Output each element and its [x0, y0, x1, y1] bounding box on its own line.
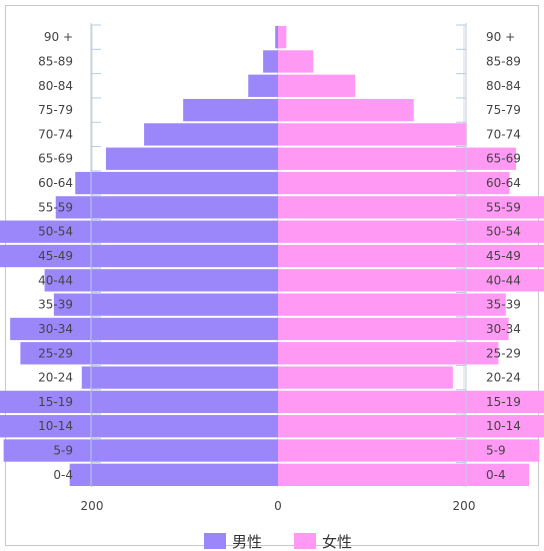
bar-female-60-64 — [278, 171, 510, 195]
left-category-label: 75-79 — [38, 103, 73, 117]
bar-female-45-49 — [278, 244, 544, 268]
right-category-label: 35-39 — [486, 298, 521, 312]
bar-female-85-89 — [278, 50, 314, 73]
bar-female-80-84 — [278, 74, 356, 97]
bar-male-65-69 — [105, 147, 278, 170]
bar-male-75-79 — [183, 98, 278, 122]
right-category-label: 50-54 — [486, 225, 521, 239]
left-category-label: 70-74 — [38, 127, 73, 141]
bar-female-10-14 — [278, 415, 544, 438]
bar-male-25-29 — [20, 342, 278, 365]
bar-female-75-79 — [278, 98, 414, 122]
left-category-label: 35-39 — [38, 298, 73, 312]
right-category-label: 15-19 — [486, 395, 521, 409]
bar-male-35-39 — [53, 293, 279, 316]
bar-female-90 + — [278, 26, 287, 49]
left-category-label: 30-34 — [38, 322, 73, 336]
axis-layer: 0-4 0-4 5-9 5-9 10-14 10-14 15-19 15-19 20-24 20-… — [38, 23, 521, 513]
right-category-label: 90 + — [486, 30, 515, 44]
left-category-label: 15-19 — [38, 395, 73, 409]
bar-male-85-89 — [263, 50, 278, 73]
left-category-label: 10-14 — [38, 419, 73, 433]
bar-male-40-44 — [44, 269, 278, 292]
bar-male-20-24 — [81, 366, 279, 389]
left-category-label: 50-54 — [38, 225, 73, 239]
bar-male-55-59 — [55, 196, 279, 219]
right-category-label: 25-29 — [486, 346, 521, 360]
bar-female-25-29 — [278, 342, 499, 365]
right-category-label: 5-9 — [486, 444, 506, 458]
bar-male-5-9 — [3, 439, 279, 462]
bar-female-50-54 — [278, 220, 544, 243]
left-category-label: 0-4 — [53, 468, 73, 482]
left-category-label: 90 + — [44, 30, 73, 44]
left-category-label: 55-59 — [38, 200, 73, 214]
bar-male-45-49 — [0, 244, 279, 268]
bar-female-65-69 — [278, 147, 517, 170]
right-category-label: 0-4 — [486, 468, 506, 482]
left-category-label: 40-44 — [38, 273, 73, 287]
bars-layer — [0, 26, 544, 486]
x-tick-label: 200 — [453, 499, 476, 513]
bar-male-30-34 — [10, 317, 278, 341]
left-category-label: 20-24 — [38, 371, 73, 385]
bar-female-5-9 — [278, 439, 540, 462]
bar-male-50-54 — [0, 220, 279, 243]
right-category-label: 10-14 — [486, 419, 521, 433]
left-category-label: 85-89 — [38, 54, 73, 68]
right-category-label: 85-89 — [486, 54, 521, 68]
x-tick-label: 0 — [274, 499, 282, 513]
bar-male-70-74 — [144, 123, 278, 146]
legend-swatch-female — [294, 533, 316, 549]
right-category-label: 30-34 — [486, 322, 521, 336]
bar-male-60-64 — [75, 171, 278, 195]
bar-female-20-24 — [278, 366, 453, 389]
right-category-label: 20-24 — [486, 371, 521, 385]
bar-female-35-39 — [278, 293, 506, 316]
legend-label-female: 女性 — [322, 533, 352, 551]
bar-male-15-19 — [0, 390, 278, 414]
legend-label-male: 男性 — [232, 533, 262, 551]
bar-female-15-19 — [278, 390, 544, 414]
legend: 男性 女性 — [204, 533, 352, 551]
bar-female-70-74 — [278, 123, 467, 146]
right-category-label: 55-59 — [486, 200, 521, 214]
right-category-label: 40-44 — [486, 273, 521, 287]
left-category-label: 60-64 — [38, 176, 73, 190]
bar-male-90 + — [275, 26, 278, 49]
left-category-label: 45-49 — [38, 249, 73, 263]
bar-male-10-14 — [0, 415, 279, 438]
right-category-label: 60-64 — [486, 176, 521, 190]
right-category-label: 70-74 — [486, 127, 521, 141]
bar-male-0-4 — [69, 463, 279, 486]
right-category-label: 65-69 — [486, 152, 521, 166]
legend-swatch-male — [204, 533, 226, 549]
bar-female-30-34 — [278, 317, 509, 341]
bar-female-55-59 — [278, 196, 544, 219]
bar-female-40-44 — [278, 269, 544, 292]
right-category-label: 75-79 — [486, 103, 521, 117]
bar-male-80-84 — [248, 74, 278, 97]
left-category-label: 80-84 — [38, 79, 73, 93]
left-category-label: 5-9 — [53, 444, 73, 458]
right-category-label: 80-84 — [486, 79, 521, 93]
left-category-label: 25-29 — [38, 346, 73, 360]
right-category-label: 45-49 — [486, 249, 521, 263]
left-category-label: 65-69 — [38, 152, 73, 166]
x-tick-label: 200 — [81, 499, 104, 513]
